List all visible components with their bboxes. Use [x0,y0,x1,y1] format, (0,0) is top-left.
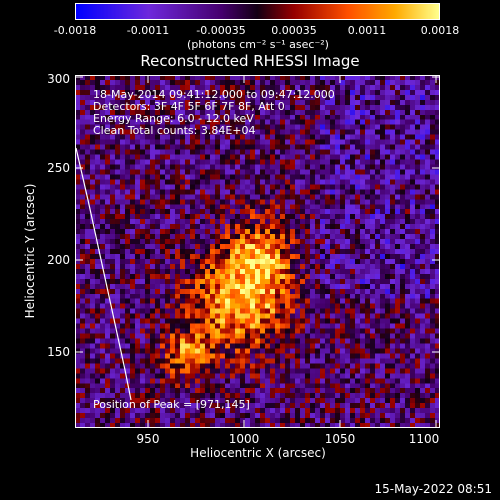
y-tick-label: 300 [47,72,70,86]
plot-title: Reconstructed RHESSI Image [140,52,360,70]
info-detectors: Detectors: 3F 4F 5F 6F 7F 8F, Att 0 [93,100,285,113]
info-clean-counts: Clean Total counts: 3.84E+04 [93,124,256,137]
y-tick-label: 200 [47,253,70,267]
y-axis-ticks [75,76,440,353]
peak-position-label: Position of Peak = [971,145] [93,398,250,411]
colorbar-tick: 0.0018 [420,24,460,37]
image-plot-area [75,75,440,428]
y-axis-label: Heliocentric Y (arcsec) [23,183,37,319]
colorbar-tick: 0.00035 [271,24,317,37]
colorbar-tick: -0.0018 [53,24,97,37]
y-tick-label: 250 [47,161,70,175]
colorbar-unit-label: (photons cm⁻² s⁻¹ asec⁻²) [187,38,329,51]
solar-limb-line [75,147,132,401]
x-tick-label: 1000 [228,432,260,446]
colorbar-tick: -0.0011 [126,24,170,37]
x-tick-label: 1050 [324,432,356,446]
info-energy-range: Energy Range: 6.0 - 12.0 keV [93,112,254,125]
info-time-range: 18-May-2014 09:41:12.000 to 09:47:12.000 [93,88,335,101]
x-axis-ticks [147,75,437,428]
colorbar [75,3,440,20]
heatmap-image [75,75,440,428]
colorbar-tick: -0.00035 [196,24,246,37]
y-tick-label: 150 [47,345,70,359]
x-tick-label: 1100 [408,432,440,446]
x-axis-label: Heliocentric X (arcsec) [190,446,326,460]
timestamp: 15-May-2022 08:51 [374,482,492,496]
colorbar-tick: 0.0011 [347,24,387,37]
x-tick-label: 950 [136,432,160,446]
